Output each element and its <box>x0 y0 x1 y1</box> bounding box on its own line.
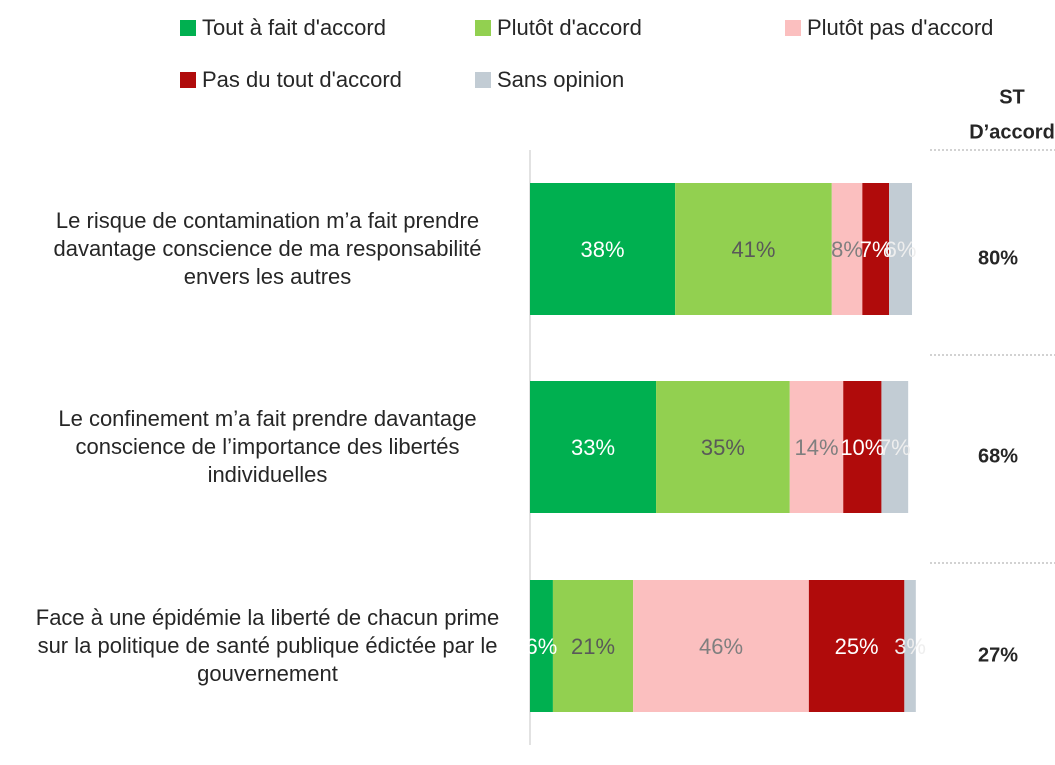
data-label: 3% <box>894 634 926 659</box>
totals-title: D’accord <box>969 121 1055 143</box>
data-label: 33% <box>571 435 615 460</box>
bar-segment <box>530 381 657 513</box>
data-label: 21% <box>571 634 615 659</box>
bar-segment <box>675 183 832 315</box>
data-label: 6% <box>885 237 917 262</box>
data-label: 7% <box>860 237 892 262</box>
legend-label: Sans opinion <box>497 67 624 92</box>
bar-segment <box>843 381 882 513</box>
legend-swatch <box>180 72 196 88</box>
data-label: 35% <box>701 435 745 460</box>
totals-title: ST <box>999 86 1025 108</box>
legend-swatch <box>785 20 801 36</box>
category-label: Le confinement m’a fait prendre davantag… <box>58 406 477 487</box>
data-label: 7% <box>879 435 911 460</box>
data-label: 38% <box>581 237 625 262</box>
legend-label: Tout à fait d'accord <box>202 15 386 40</box>
total-label: 27% <box>978 644 1018 666</box>
legend-swatch <box>475 20 491 36</box>
legend-label: Pas du tout d'accord <box>202 67 402 92</box>
data-label: 6% <box>526 634 558 659</box>
bar-segment <box>881 381 909 513</box>
category-label: Le risque de contamination m’a fait pren… <box>53 208 482 289</box>
legend-swatch <box>180 20 196 36</box>
legend-label: Plutôt d'accord <box>497 15 642 40</box>
bar-segment <box>552 580 634 712</box>
bar-segment <box>889 183 912 315</box>
bar-segment <box>633 580 809 712</box>
legend-label: Plutôt pas d'accord <box>807 15 993 40</box>
bar-segment <box>530 183 676 315</box>
bar-segment <box>831 183 863 315</box>
total-label: 68% <box>978 445 1018 467</box>
bar-segment <box>862 183 890 315</box>
bar-segment <box>656 381 790 513</box>
data-label: 8% <box>831 237 863 262</box>
data-label: 41% <box>731 237 775 262</box>
data-label: 10% <box>840 435 884 460</box>
bar-segment <box>530 580 553 712</box>
data-label: 25% <box>835 634 879 659</box>
data-label: 46% <box>699 634 743 659</box>
legend-swatch <box>475 72 491 88</box>
bar-segment <box>904 580 916 712</box>
bar-segment <box>808 580 905 712</box>
data-label: 14% <box>794 435 838 460</box>
bar-segment <box>789 381 844 513</box>
category-label: Face à une épidémie la liberté de chacun… <box>35 605 500 686</box>
total-label: 80% <box>978 247 1018 269</box>
